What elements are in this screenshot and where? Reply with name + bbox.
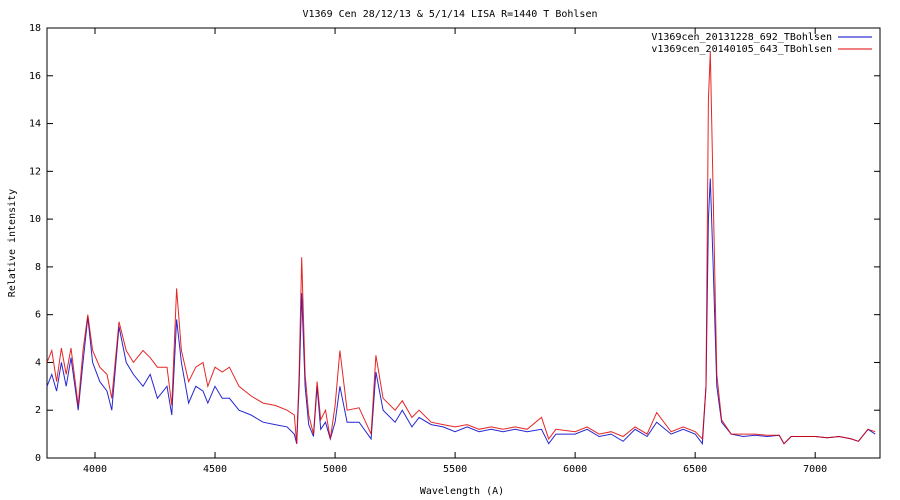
y-tick-label: 10	[29, 214, 41, 225]
series-line	[46, 51, 876, 445]
y-tick-label: 12	[29, 166, 41, 177]
chart-title: V1369 Cen 28/12/13 & 5/1/14 LISA R=1440 …	[302, 9, 597, 20]
y-tick-label: 18	[29, 23, 41, 34]
y-axis-label: Relative intensity	[7, 189, 18, 297]
legend-label: V1369cen_20131228_692_TBohlsen	[651, 32, 832, 43]
x-tick-label: 7000	[803, 464, 827, 475]
y-tick-label: 0	[35, 453, 41, 464]
x-axis-label: Wavelength (A)	[420, 486, 504, 497]
y-tick-label: 2	[35, 405, 41, 416]
plot-frame	[46, 27, 881, 459]
y-tick-label: 8	[35, 262, 41, 273]
x-tick-label: 6500	[683, 464, 707, 475]
y-tick-label: 4	[35, 357, 41, 368]
y-tick-label: 16	[29, 71, 41, 82]
x-tick-label: 4000	[83, 464, 107, 475]
y-tick-label: 14	[29, 119, 41, 130]
x-tick-label: 4500	[203, 464, 227, 475]
y-tick-label: 6	[35, 310, 41, 321]
x-tick-label: 5500	[443, 464, 467, 475]
series-line	[46, 178, 876, 446]
legend-label: v1369cen_20140105_643_TBohlsen	[651, 44, 832, 55]
x-tick-label: 6000	[563, 464, 587, 475]
x-tick-label: 5000	[323, 464, 347, 475]
